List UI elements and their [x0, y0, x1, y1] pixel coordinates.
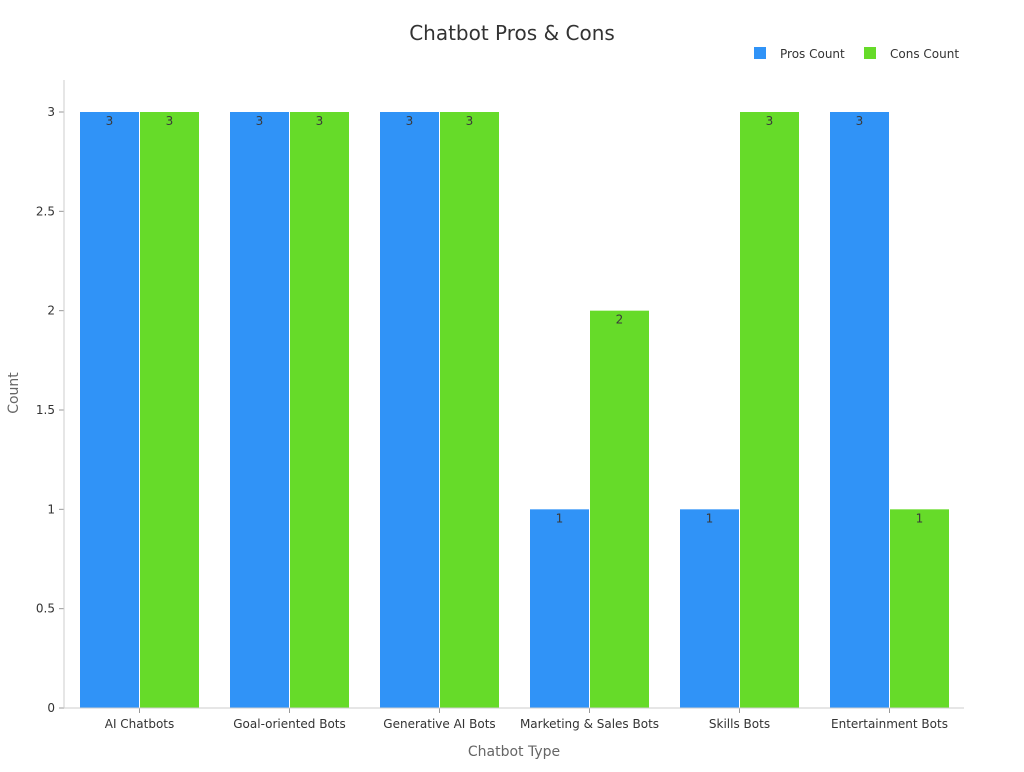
data-label: 1 — [916, 511, 924, 525]
y-tick-label: 0.5 — [36, 602, 55, 616]
x-tick-label: Goal-oriented Bots — [233, 717, 346, 731]
bar-pros-0 — [80, 112, 139, 708]
data-label: 3 — [106, 114, 114, 128]
data-label: 2 — [616, 313, 624, 327]
y-tick-label: 2 — [47, 304, 55, 318]
data-label: 3 — [466, 114, 474, 128]
bars: 3 3 3 3 3 3 1 2 1 3 3 1 — [80, 112, 949, 708]
bar-cons-0 — [140, 112, 199, 708]
data-label: 1 — [556, 511, 564, 525]
y-axis: 0 0.5 1 1.5 2 2.5 3 — [36, 105, 64, 715]
data-label: 3 — [256, 114, 264, 128]
y-tick-label: 1 — [47, 502, 55, 516]
data-label: 3 — [166, 114, 174, 128]
bar-pros-5 — [830, 112, 889, 708]
legend: Pros Count Cons Count — [754, 47, 959, 61]
legend-swatch-cons — [864, 47, 876, 59]
data-label: 3 — [856, 114, 864, 128]
data-label: 3 — [406, 114, 414, 128]
legend-swatch-pros — [754, 47, 766, 59]
y-tick-label: 0 — [47, 701, 55, 715]
y-tick-label: 3 — [47, 105, 55, 119]
data-label: 3 — [766, 114, 774, 128]
x-tick-label: Marketing & Sales Bots — [520, 717, 659, 731]
legend-label-pros: Pros Count — [780, 47, 845, 61]
x-axis-title: Chatbot Type — [468, 744, 560, 760]
bar-pros-1 — [230, 112, 289, 708]
bar-cons-1 — [290, 112, 349, 708]
x-tick-label: AI Chatbots — [105, 717, 175, 731]
chart-title: Chatbot Pros & Cons — [409, 21, 615, 45]
legend-label-cons: Cons Count — [890, 47, 959, 61]
bar-pros-2 — [380, 112, 439, 708]
data-label: 3 — [316, 114, 324, 128]
x-tick-label: Generative AI Bots — [383, 717, 495, 731]
bar-cons-3 — [590, 310, 649, 708]
bar-pros-4 — [680, 509, 739, 708]
bar-cons-5 — [890, 509, 949, 708]
x-tick-label: Skills Bots — [709, 717, 770, 731]
bar-pros-3 — [530, 509, 589, 708]
y-tick-label: 2.5 — [36, 204, 55, 218]
data-label: 1 — [706, 511, 714, 525]
x-tick-label: Entertainment Bots — [831, 717, 948, 731]
bar-cons-2 — [440, 112, 499, 708]
x-axis: AI Chatbots Goal-oriented Bots Generative … — [105, 708, 948, 731]
bar-cons-4 — [740, 112, 799, 708]
y-tick-label: 1.5 — [36, 403, 55, 417]
y-axis-title: Count — [6, 372, 22, 414]
